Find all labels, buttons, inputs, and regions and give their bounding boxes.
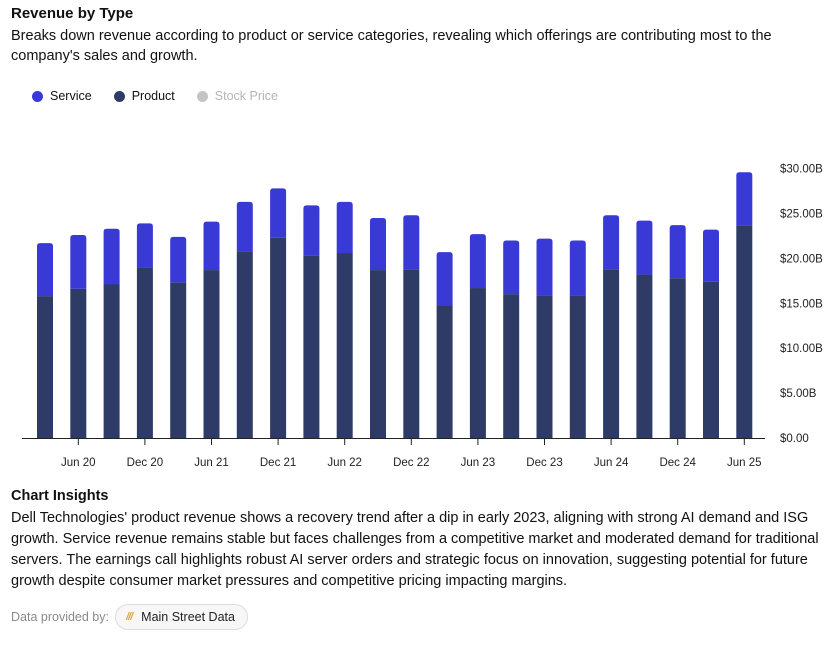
bar-product-dec-20 (136, 267, 153, 438)
x-tick-label: Jun 22 (327, 457, 362, 469)
bar-service-sep-23 (503, 240, 520, 295)
service-dot-icon (32, 90, 43, 102)
bar-service-jun-24 (603, 215, 620, 270)
bar-service-mar-25 (703, 229, 719, 282)
bar-product-mar-20 (37, 296, 53, 438)
y-tick-label: $0.00 (780, 433, 809, 445)
bar-service-jun-23 (469, 234, 486, 289)
provider-name: Main Street Data (141, 610, 235, 624)
bar-product-sep-24 (636, 274, 653, 438)
bar-product-dec-24 (669, 278, 686, 438)
bar-product-dec-22 (403, 269, 420, 438)
revenue-chart: Jun 20 Dec 20 Jun 21 Dec 21 Jun 22 Dec 22 Jun … (22, 164, 823, 469)
legend-item-service[interactable]: Service (32, 89, 92, 103)
bar-service-jun-22 (336, 201, 353, 254)
chart-title: Revenue by Type (11, 5, 134, 22)
bar-service-sep-24 (636, 220, 653, 275)
bar-service-mar-24 (569, 240, 586, 296)
x-tick-label: Jun 20 (61, 457, 96, 469)
x-tick-label: Dec 23 (526, 457, 562, 469)
bar-product-jun-23 (469, 288, 486, 438)
legend-item-stock-price[interactable]: Stock Price (196, 89, 278, 103)
y-tick-label: $25.00B (780, 209, 823, 221)
legend-label: Product (131, 89, 175, 103)
bar-service-sep-21 (236, 201, 253, 252)
provided-by-label: Data provided by: (11, 610, 109, 624)
bar-product-sep-20 (103, 284, 120, 438)
insights-title: Chart Insights (11, 488, 109, 504)
bar-service-mar-23 (436, 252, 453, 306)
bar-product-mar-21 (170, 282, 187, 438)
bar-product-sep-21 (236, 251, 253, 438)
x-tick-label: Dec 24 (659, 457, 696, 469)
bar-product-jun-21 (203, 270, 220, 438)
legend-item-product[interactable]: Product (113, 89, 175, 103)
bar-service-mar-21 (170, 236, 187, 283)
legend-label: Stock Price (214, 89, 278, 103)
bar-product-dec-23 (536, 295, 553, 438)
bar-service-mar-20 (37, 243, 53, 297)
bar-product-mar-25 (703, 281, 719, 438)
bar-service-dec-22 (403, 215, 420, 270)
y-tick-label: $5.00B (780, 388, 817, 400)
x-tick-label: Jun 24 (594, 457, 629, 469)
legend: Service Product Stock Price (32, 89, 300, 103)
x-tick-label: Dec 21 (260, 457, 296, 469)
main-street-data-logo-icon: /// (125, 611, 133, 623)
product-dot-icon (113, 90, 125, 102)
bar-product-jun-25 (736, 225, 753, 438)
bar-service-dec-23 (536, 238, 553, 296)
bar-service-mar-22 (303, 205, 320, 256)
bar-product-mar-23 (436, 305, 453, 438)
x-tick-label: Dec 20 (127, 457, 163, 469)
x-tick-label: Jun 21 (194, 457, 229, 469)
stock-price-dot-icon (196, 90, 208, 102)
bar-service-jun-21 (203, 221, 220, 271)
bar-service-dec-24 (669, 225, 686, 279)
bar-product-jun-20 (70, 288, 87, 438)
y-tick-label: $10.00B (780, 343, 823, 355)
bar-service-jun-20 (70, 235, 87, 289)
chart-subtitle: Breaks down revenue according to product… (11, 28, 772, 64)
bar-product-sep-23 (503, 294, 520, 438)
x-tick-label: Jun 25 (727, 457, 762, 469)
y-tick-label: $20.00B (780, 253, 823, 265)
y-tick-label: $15.00B (780, 298, 823, 310)
bar-product-mar-24 (569, 295, 586, 438)
insights-text: Dell Technologies' product revenue shows… (11, 510, 819, 589)
data-provider: Data provided by: /// Main Street Data (11, 604, 248, 630)
bar-product-dec-21 (270, 237, 287, 438)
bar-service-dec-20 (136, 223, 153, 268)
x-tick-label: Dec 22 (393, 457, 429, 469)
bar-product-mar-22 (303, 255, 320, 438)
bar-product-jun-22 (336, 253, 353, 438)
bar-service-sep-22 (370, 217, 386, 271)
provider-badge[interactable]: /// Main Street Data (114, 604, 248, 630)
bar-service-jun-25 (736, 172, 753, 226)
y-tick-label: $30.00B (780, 164, 823, 176)
x-tick-label: Jun 23 (461, 457, 496, 469)
legend-label: Service (50, 89, 92, 103)
bar-service-dec-21 (270, 188, 287, 238)
bar-service-sep-20 (103, 228, 120, 285)
bar-product-sep-22 (370, 270, 386, 438)
bar-product-jun-24 (603, 269, 620, 438)
